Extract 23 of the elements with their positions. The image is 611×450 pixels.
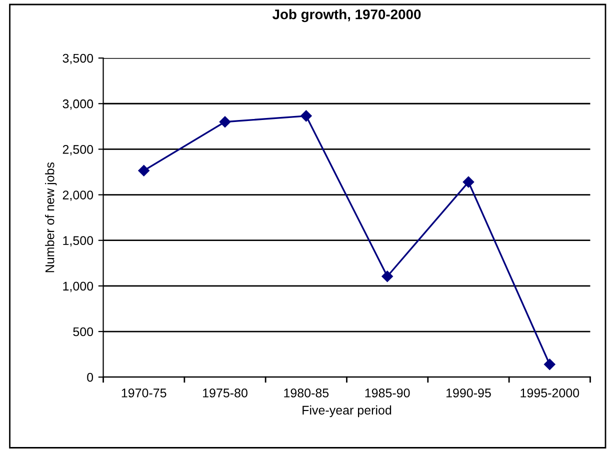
x-tick-label: 1980-85 [284, 388, 329, 398]
x-tick-label: 1970-75 [122, 388, 166, 398]
y-tick-label: 500 [73, 327, 94, 336]
point [382, 270, 393, 282]
point [544, 358, 556, 370]
x-tick-label: 1985-90 [365, 388, 410, 398]
y-tick-label: 1,000 [63, 282, 94, 292]
y-tick-label: 1,500 [63, 236, 94, 246]
y-tick-label: 2,500 [62, 145, 94, 156]
point [219, 116, 231, 128]
y-tick-label: 3,500 [62, 54, 94, 64]
point [300, 110, 312, 122]
point [462, 176, 474, 188]
y-tick-label: 3,000 [62, 99, 94, 110]
x-axis-title: Five-year period [302, 405, 392, 418]
x-tick-label: 1995-2000 [520, 388, 580, 398]
chart-title: Job growth, 1970-2000 [272, 9, 421, 22]
y-tick-label: 2,000 [62, 190, 94, 201]
x-tick-label: 1975-80 [203, 388, 248, 398]
y-axis-title: Number of new jobs [45, 162, 57, 272]
y-tick-label: 0 [87, 372, 94, 382]
point [138, 165, 150, 176]
x-tick-label: 1990-95 [446, 388, 491, 398]
